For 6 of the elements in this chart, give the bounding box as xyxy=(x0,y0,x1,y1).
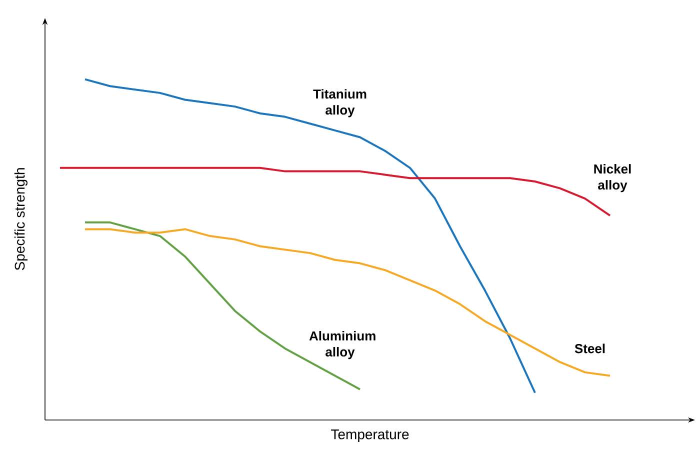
series-label: Steel xyxy=(574,344,605,354)
series-label: Nickel alloy xyxy=(594,164,631,192)
series-label: Titanium alloy xyxy=(313,89,366,118)
y-axis-title: Specific strength xyxy=(14,168,28,270)
x-axis-title: Temperature xyxy=(331,430,409,442)
series-label: Aluminium alloy xyxy=(309,330,376,360)
